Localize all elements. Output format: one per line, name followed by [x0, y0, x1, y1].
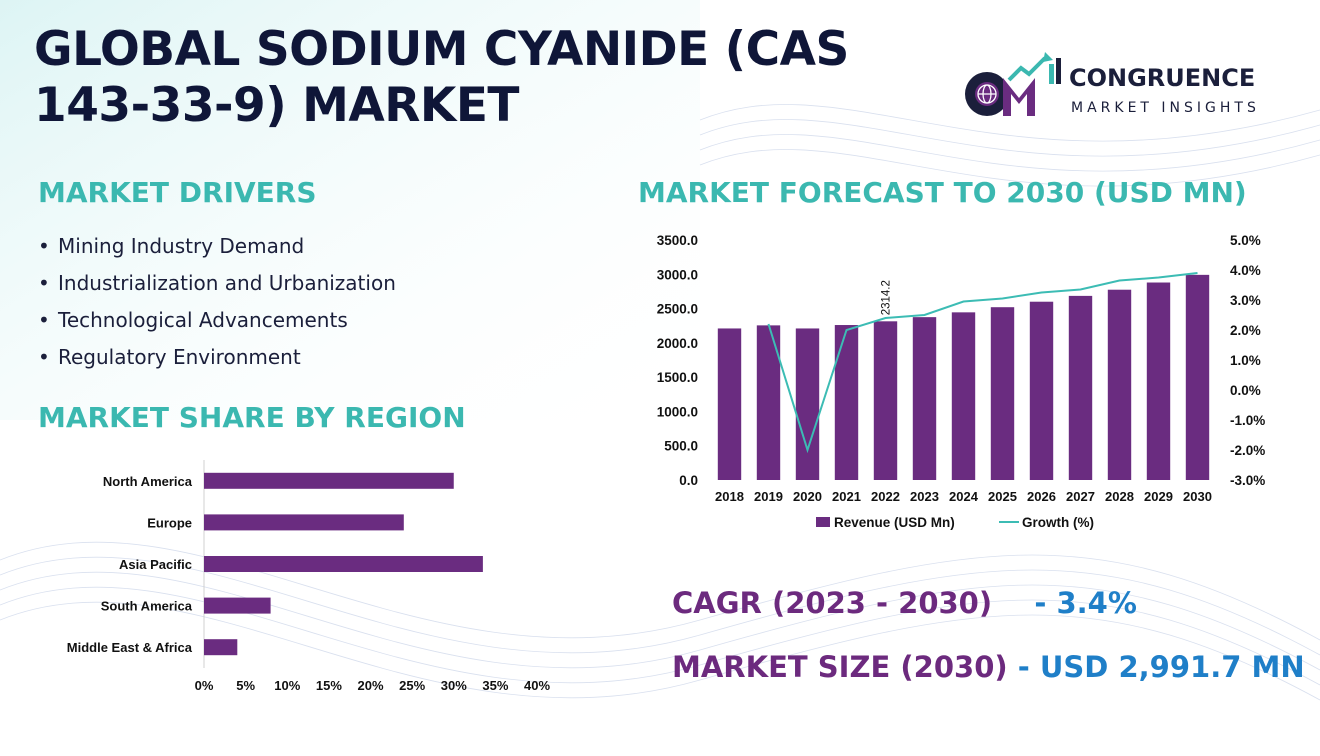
market-forecast-heading: MARKET FORECAST TO 2030 (USD MN) [638, 176, 1247, 209]
x-tick-label: 15% [316, 678, 342, 693]
y-left-tick-label: 500.0 [664, 439, 698, 454]
market-size-label: MARKET SIZE (2030) [672, 650, 1008, 684]
y-left-tick-label: 2500.0 [657, 302, 698, 317]
y-right-tick-label: 2.0% [1230, 323, 1261, 338]
x-tick-label: 40% [524, 678, 550, 693]
region-share-chart: North America Europe Asia Pacific South Ame… [67, 460, 550, 693]
market-drivers-heading: MARKET DRIVERS [38, 176, 317, 209]
logo-mark-icon [965, 52, 1061, 116]
market-size-value: - USD 2,991.7 MN [1017, 650, 1305, 684]
x-tick-label: 25% [399, 678, 425, 693]
x-tick-label: 5% [236, 678, 255, 693]
revenue-bar [1107, 289, 1132, 480]
x-tick-label: 2025 [988, 489, 1017, 504]
x-tick-label: 35% [482, 678, 508, 693]
y-left-tick-label: 3500.0 [657, 233, 698, 248]
x-tick-label: 2024 [949, 489, 979, 504]
revenue-bar [1068, 295, 1093, 480]
driver-item: • Industrialization and Urbanization [38, 271, 396, 295]
logo-name: CONGRUENCE [1069, 64, 1256, 92]
x-tick-label: 2021 [832, 489, 861, 504]
revenue-bar [951, 312, 976, 480]
legend-label-growth: Growth (%) [1022, 515, 1094, 530]
x-tick-label: 2020 [793, 489, 822, 504]
y-right-tick-label: 5.0% [1230, 233, 1261, 248]
y-right-tick-label: 4.0% [1230, 263, 1261, 278]
y-left-tick-label: 2000.0 [657, 336, 698, 351]
x-tick-label: 2018 [715, 489, 744, 504]
growth-line [767, 272, 1198, 454]
logo-tagline: MARKET INSIGHTS [1071, 100, 1260, 116]
y-right-tick-label: -1.0% [1230, 413, 1265, 428]
x-tick-label: 2026 [1027, 489, 1056, 504]
bar-data-label: 2314.2 [881, 280, 893, 315]
x-tick-label: 2030 [1183, 489, 1212, 504]
driver-item: • Regulatory Environment [38, 345, 301, 369]
x-tick-label: 2023 [910, 489, 939, 504]
category-label: Middle East & Africa [67, 640, 193, 655]
y-left-tick-label: 0.0 [679, 473, 698, 488]
revenue-bar [795, 328, 820, 480]
region-bar [204, 514, 404, 531]
market-size-kpi: MARKET SIZE (2030) - USD 2,991.7 MN [672, 650, 1305, 684]
category-label: Asia Pacific [119, 557, 192, 572]
category-label: South America [101, 599, 193, 614]
revenue-bar [756, 325, 781, 480]
x-tick-label: 10% [274, 678, 300, 693]
legend-label-revenue: Revenue (USD Mn) [834, 515, 955, 530]
x-tick-label: 2019 [754, 489, 783, 504]
category-label: North America [103, 474, 193, 489]
y-right-tick-label: -2.0% [1230, 443, 1265, 458]
cagr-kpi: CAGR (2023 - 2030) - 3.4% [672, 586, 1137, 620]
x-tick-label: 30% [441, 678, 467, 693]
y-right-tick-label: 0.0% [1230, 383, 1261, 398]
region-bar [204, 472, 454, 489]
revenue-bar [873, 321, 898, 480]
cagr-value: - 3.4% [1034, 586, 1137, 620]
driver-item-label: Regulatory Environment [58, 345, 301, 369]
revenue-bar [1146, 282, 1171, 480]
y-left-tick-label: 1500.0 [657, 370, 698, 385]
revenue-bar [717, 328, 742, 480]
region-bar [204, 597, 271, 614]
x-tick-label: 2028 [1105, 489, 1134, 504]
region-bar [204, 639, 238, 656]
driver-item-label: Technological Advancements [58, 308, 348, 332]
x-tick-label: 0% [195, 678, 214, 693]
driver-item: • Technological Advancements [38, 308, 348, 332]
driver-item-label: Industrialization and Urbanization [58, 271, 396, 295]
x-tick-label: 2029 [1144, 489, 1173, 504]
revenue-bar [1029, 301, 1054, 480]
y-left-tick-label: 1000.0 [657, 404, 698, 419]
cagr-label: CAGR (2023 - 2030) [672, 586, 993, 620]
revenue-bar [1185, 274, 1210, 480]
category-label: Europe [147, 515, 192, 530]
market-share-heading: MARKET SHARE BY REGION [38, 401, 466, 434]
revenue-bar [990, 307, 1015, 480]
market-drivers-list: • Mining Industry Demand • Industrializati… [38, 230, 396, 378]
page-title: GLOBAL SODIUM CYANIDE (CAS 143-33-9) MAR… [34, 22, 849, 133]
y-right-tick-label: -3.0% [1230, 473, 1265, 488]
y-right-tick-label: 3.0% [1230, 293, 1261, 308]
x-tick-label: 20% [357, 678, 383, 693]
company-logo: CONGRUENCE MARKET INSIGHTS [963, 50, 1293, 130]
revenue-bar [912, 317, 937, 480]
market-forecast-chart: 0.0 500.0 1000.0 1500.0 2000.0 2500.0 3000.0 35… [657, 233, 1266, 530]
legend-swatch-revenue [816, 517, 830, 527]
driver-item: • Mining Industry Demand [38, 234, 305, 258]
driver-item-label: Mining Industry Demand [58, 234, 305, 258]
revenue-bar [834, 325, 859, 480]
y-right-tick-label: 1.0% [1230, 353, 1261, 368]
x-tick-label: 2022 [871, 489, 900, 504]
y-left-tick-label: 3000.0 [657, 267, 698, 282]
x-tick-label: 2027 [1066, 489, 1095, 504]
region-bar [204, 556, 483, 572]
